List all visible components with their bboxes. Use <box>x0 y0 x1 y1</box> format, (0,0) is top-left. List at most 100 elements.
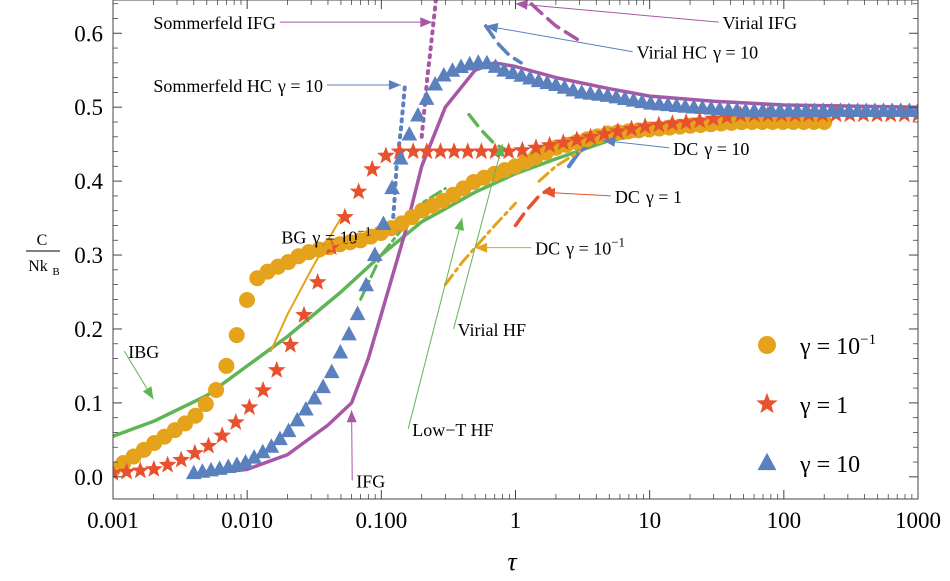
x-axis-title: τ <box>507 547 518 576</box>
data-point <box>565 81 581 97</box>
data-point <box>677 113 695 130</box>
data-point <box>548 76 564 91</box>
data-point <box>240 398 259 415</box>
legend-entry: γ = 10−1 <box>758 332 876 360</box>
data-point <box>404 142 423 160</box>
x-tick-label: 10 <box>638 508 661 533</box>
annotations: Sommerfeld IFG Sommerfeld HC γ = 10 Virial … <box>123 0 797 492</box>
annotation-label: Low−T HF <box>412 420 493 440</box>
data-point <box>445 142 463 160</box>
theory-curve-7 <box>524 0 582 43</box>
y-axis-title-denominator-sub: B <box>52 266 59 278</box>
data-point <box>375 215 392 230</box>
annotation-label: Virial IFG <box>723 13 797 33</box>
annotation-label: DC γ = 10 <box>673 139 749 159</box>
data-point <box>199 436 218 454</box>
annotation: Sommerfeld HC γ = 10 <box>153 76 401 96</box>
data-point <box>295 305 313 323</box>
annotation-arrow <box>515 3 719 23</box>
data-point <box>336 207 354 225</box>
data-point <box>431 142 450 160</box>
legend: γ = 10−1 γ = 1 γ = 10 <box>756 332 876 478</box>
annotation-label: IFG <box>356 472 385 492</box>
annotation: Virial HC γ = 10 <box>485 23 758 63</box>
data-point <box>172 450 191 468</box>
annotation-arrow <box>453 144 503 330</box>
annotation-label: IBG <box>128 342 159 362</box>
data-point <box>499 142 518 160</box>
data-point <box>410 106 426 122</box>
data-point <box>472 142 491 160</box>
data-point <box>332 343 349 359</box>
annotation: DC γ = 10 <box>603 136 749 159</box>
data-point <box>581 127 600 145</box>
data-point <box>487 58 504 73</box>
data-point <box>349 305 366 321</box>
data-point <box>298 401 314 416</box>
data-point <box>486 142 504 160</box>
y-tick-label: 0.5 <box>74 95 103 120</box>
theory-curve-2 <box>269 217 342 353</box>
annotation-label: DC γ = 10−1 <box>535 235 625 259</box>
data-point <box>663 114 682 132</box>
theory-curve-3 <box>419 0 438 139</box>
annotation-label: Sommerfeld HC γ = 10 <box>153 76 323 96</box>
legend-entry: γ = 1 <box>756 392 848 419</box>
data-point <box>263 438 280 453</box>
y-tick-label: 0.2 <box>74 317 103 342</box>
x-tick-label: 1000 <box>895 508 941 533</box>
data-point <box>513 67 530 82</box>
data-point <box>315 378 331 394</box>
legend-label: γ = 10 <box>799 452 860 478</box>
theory-curve-12 <box>537 150 581 183</box>
data-point <box>496 62 512 77</box>
annotation: IBG <box>123 342 159 400</box>
data-point <box>308 272 327 290</box>
data-point <box>554 133 573 151</box>
annotation-arrowhead <box>494 144 505 157</box>
annotation-arrowhead <box>420 17 433 28</box>
data-point <box>349 182 368 200</box>
data-point <box>281 335 300 353</box>
annotation-label: DC γ = 1 <box>615 187 682 207</box>
data-point <box>479 54 495 70</box>
data-point <box>187 407 204 424</box>
data-point <box>608 122 627 140</box>
x-tick-label: 0.001 <box>87 508 139 533</box>
theory-curve-8 <box>483 24 523 65</box>
data-point <box>522 69 538 85</box>
data-point <box>237 453 254 469</box>
annotation-label: Virial HF <box>458 320 526 340</box>
legend-label: γ = 10−1 <box>799 332 876 360</box>
data-point <box>418 90 435 105</box>
annotation-arrowhead <box>320 240 333 251</box>
y-axis-title-denominator: Nk <box>28 258 48 275</box>
y-tick-label: 0.0 <box>74 465 103 490</box>
annotation: Low−T HF <box>407 217 494 440</box>
data-point <box>513 140 532 158</box>
data-point <box>392 150 409 165</box>
data-point <box>390 142 409 160</box>
annotation-arrowhead <box>388 80 401 90</box>
data-point <box>622 119 641 137</box>
y-axis-title-numerator: C <box>37 232 48 249</box>
annotation-arrowhead <box>142 386 154 400</box>
data-point <box>213 426 232 444</box>
data-point <box>185 443 204 461</box>
annotation-arrow <box>407 217 463 429</box>
data-point <box>718 107 736 125</box>
legend-marker <box>756 392 778 414</box>
data-point <box>636 117 654 135</box>
theory-curve-10 <box>513 186 552 228</box>
annotation: DC γ = 10−1 <box>475 235 625 259</box>
data-point <box>218 357 235 374</box>
legend-entry: γ = 10 <box>757 452 860 478</box>
data-point <box>377 146 395 164</box>
data-point <box>556 79 573 94</box>
annotation-arrowhead <box>475 242 488 253</box>
y-tick-label: 0.4 <box>74 169 103 194</box>
theory-curve-4 <box>390 83 407 235</box>
x-tick-label: 1 <box>510 508 522 533</box>
x-tick-label: 0.010 <box>221 508 273 533</box>
data-point <box>690 111 709 129</box>
